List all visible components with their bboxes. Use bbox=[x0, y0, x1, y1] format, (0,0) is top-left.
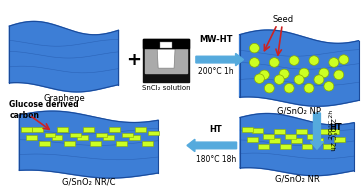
Circle shape bbox=[294, 75, 304, 84]
Circle shape bbox=[279, 69, 289, 79]
Circle shape bbox=[339, 55, 349, 64]
Text: Seed: Seed bbox=[273, 15, 294, 24]
Circle shape bbox=[249, 58, 260, 67]
Circle shape bbox=[334, 70, 344, 80]
Circle shape bbox=[249, 43, 260, 53]
Text: 180°C 18h: 180°C 18h bbox=[195, 155, 236, 164]
Polygon shape bbox=[9, 21, 119, 92]
Bar bbox=[145, 40, 187, 73]
Bar bbox=[263, 134, 274, 139]
Bar bbox=[258, 144, 269, 149]
Bar bbox=[143, 39, 189, 48]
Bar bbox=[58, 127, 68, 132]
Bar bbox=[306, 134, 317, 139]
Text: Graphene: Graphene bbox=[43, 94, 85, 103]
FancyArrow shape bbox=[196, 53, 244, 66]
Bar bbox=[302, 144, 313, 149]
Bar bbox=[70, 132, 81, 137]
Bar bbox=[122, 132, 133, 137]
Bar bbox=[103, 136, 114, 140]
Bar bbox=[143, 39, 189, 82]
Bar bbox=[39, 141, 50, 146]
Bar bbox=[129, 136, 140, 140]
Circle shape bbox=[304, 83, 314, 93]
Bar bbox=[269, 138, 280, 143]
Bar bbox=[44, 132, 55, 137]
Text: G/SnO₂ NR: G/SnO₂ NR bbox=[275, 174, 320, 183]
Bar bbox=[323, 144, 334, 149]
Circle shape bbox=[289, 56, 299, 65]
Bar bbox=[109, 127, 120, 132]
Text: +: + bbox=[126, 51, 141, 69]
Circle shape bbox=[309, 56, 319, 65]
Circle shape bbox=[329, 58, 339, 67]
Bar bbox=[32, 127, 43, 132]
Circle shape bbox=[299, 68, 309, 78]
Text: 200°C 2h: 200°C 2h bbox=[329, 118, 335, 150]
Bar bbox=[285, 134, 296, 139]
Circle shape bbox=[254, 74, 264, 83]
Text: Glucose derived
carbon: Glucose derived carbon bbox=[9, 100, 79, 120]
FancyArrow shape bbox=[187, 139, 237, 152]
Circle shape bbox=[264, 83, 274, 93]
Circle shape bbox=[314, 75, 324, 84]
FancyArrow shape bbox=[310, 113, 323, 149]
Bar bbox=[142, 141, 153, 146]
Bar bbox=[252, 128, 263, 132]
Polygon shape bbox=[240, 30, 359, 106]
Bar bbox=[247, 137, 258, 142]
Bar bbox=[274, 129, 285, 133]
Text: SnCl₂ solution: SnCl₂ solution bbox=[142, 85, 190, 91]
Bar bbox=[96, 132, 107, 137]
Circle shape bbox=[269, 58, 279, 67]
Bar bbox=[26, 136, 37, 140]
Bar bbox=[135, 127, 146, 132]
Circle shape bbox=[260, 70, 269, 80]
Text: G/SnO₂ NP: G/SnO₂ NP bbox=[277, 106, 321, 115]
Text: 200°C 2h: 200°C 2h bbox=[329, 110, 335, 139]
Polygon shape bbox=[157, 49, 175, 68]
Bar bbox=[328, 129, 339, 133]
Bar bbox=[21, 127, 32, 132]
Text: G/SnO₂ NR/C: G/SnO₂ NR/C bbox=[62, 178, 115, 187]
Bar bbox=[64, 141, 75, 146]
Circle shape bbox=[284, 83, 294, 93]
Text: HT: HT bbox=[329, 123, 342, 132]
Polygon shape bbox=[19, 111, 158, 178]
Bar bbox=[116, 141, 127, 146]
Bar bbox=[51, 136, 62, 140]
Circle shape bbox=[274, 75, 284, 84]
Bar bbox=[317, 129, 328, 133]
Bar bbox=[313, 138, 323, 143]
Bar bbox=[83, 127, 94, 132]
Bar bbox=[291, 138, 302, 143]
Bar bbox=[90, 141, 101, 146]
Bar bbox=[77, 136, 88, 140]
Text: 200°C 1h: 200°C 1h bbox=[198, 67, 234, 76]
Polygon shape bbox=[240, 113, 354, 176]
Bar bbox=[148, 131, 159, 136]
Bar bbox=[242, 127, 253, 132]
Circle shape bbox=[319, 68, 329, 78]
Bar bbox=[160, 42, 172, 48]
Bar bbox=[334, 137, 345, 142]
Bar bbox=[296, 129, 306, 133]
Circle shape bbox=[324, 81, 334, 91]
Text: HT: HT bbox=[209, 125, 222, 134]
Text: MW-HT: MW-HT bbox=[199, 35, 233, 44]
Bar bbox=[280, 144, 291, 149]
